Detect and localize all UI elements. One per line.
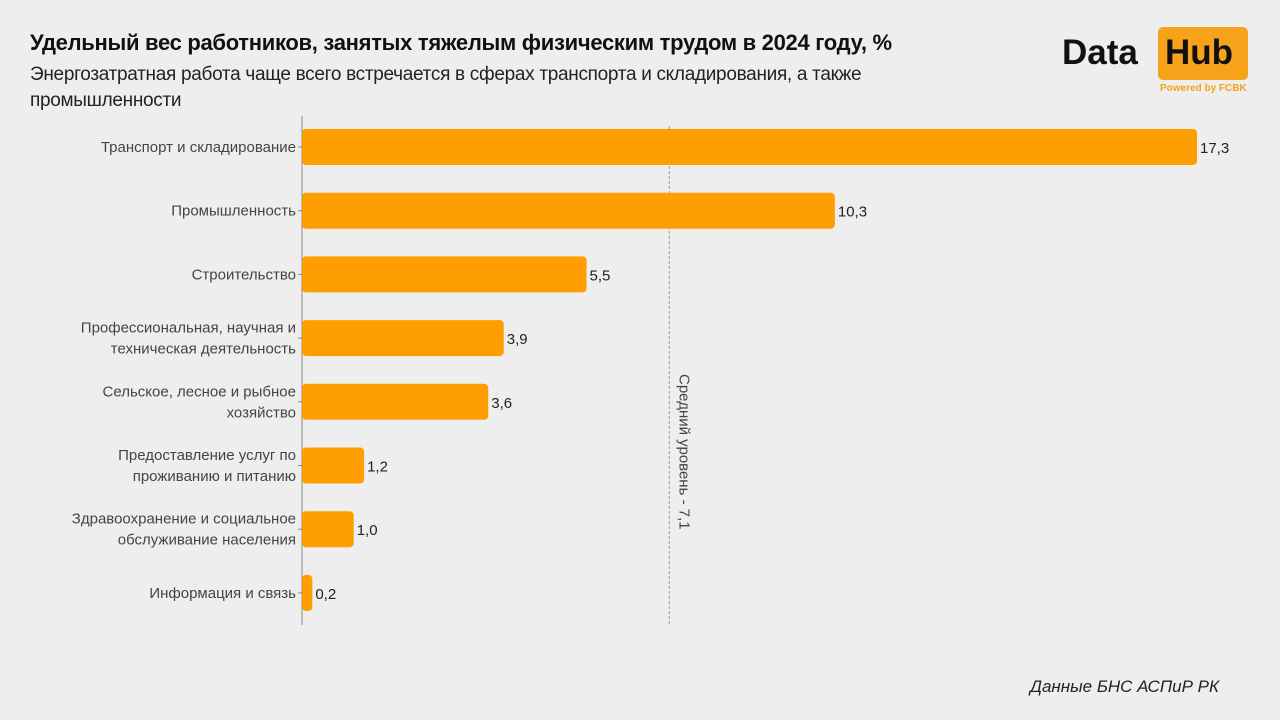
source-note: Данные БНС АСПиР РК — [1030, 677, 1220, 696]
bar — [302, 192, 835, 229]
logo-hub-box — [1158, 27, 1248, 80]
category-label: Строительство — [192, 266, 296, 283]
bar — [302, 574, 313, 611]
value-label: 0,2 — [315, 586, 336, 603]
chart-subtitle: Энергозатратная работа чаще всего встреч… — [30, 64, 862, 111]
category-label: Промышленность — [171, 203, 296, 220]
category-label: Предоставление услуг по — [118, 447, 296, 464]
logo-word-data: Data — [1062, 33, 1138, 72]
bar — [302, 129, 1197, 165]
chart-title: Удельный вес работников, занятых тяжелым… — [30, 30, 892, 55]
value-label: 1,2 — [367, 459, 388, 476]
category-label: Здравоохранение и социальное — [72, 511, 296, 528]
logo-word-hub: Hub — [1165, 33, 1234, 72]
value-label: 5,5 — [590, 267, 611, 284]
category-label: хозяйство — [227, 404, 296, 421]
bar — [302, 256, 587, 293]
datahub-logo: Data Hub Powered by FCBK — [1062, 27, 1248, 97]
bars-group: Средний уровень - 7,1 17,3 Транспорт и скл… — [72, 116, 1229, 625]
logo-powered-by: Powered by FCBK — [1160, 83, 1247, 94]
value-label: 1,0 — [357, 522, 378, 539]
bar — [302, 447, 365, 484]
category-label: техническая деятельность — [111, 341, 296, 358]
average-reference-label: Средний уровень - 7,1 — [675, 374, 692, 530]
value-label: 17,3 — [1200, 140, 1229, 157]
bar — [302, 320, 504, 357]
category-label: обслуживание населения — [118, 532, 296, 549]
category-label: проживанию и питанию — [133, 468, 296, 485]
bar — [302, 383, 489, 420]
value-label: 3,9 — [507, 331, 528, 348]
value-label: 3,6 — [491, 395, 512, 412]
category-label: Информация и связь — [149, 585, 296, 602]
value-label: 10,3 — [838, 204, 867, 221]
category-label: Профессиональная, научная и — [81, 320, 296, 337]
bar — [302, 511, 354, 548]
category-label: Сельское, лесное и рыбное — [103, 383, 296, 400]
category-label: Транспорт и складирование — [101, 139, 296, 156]
